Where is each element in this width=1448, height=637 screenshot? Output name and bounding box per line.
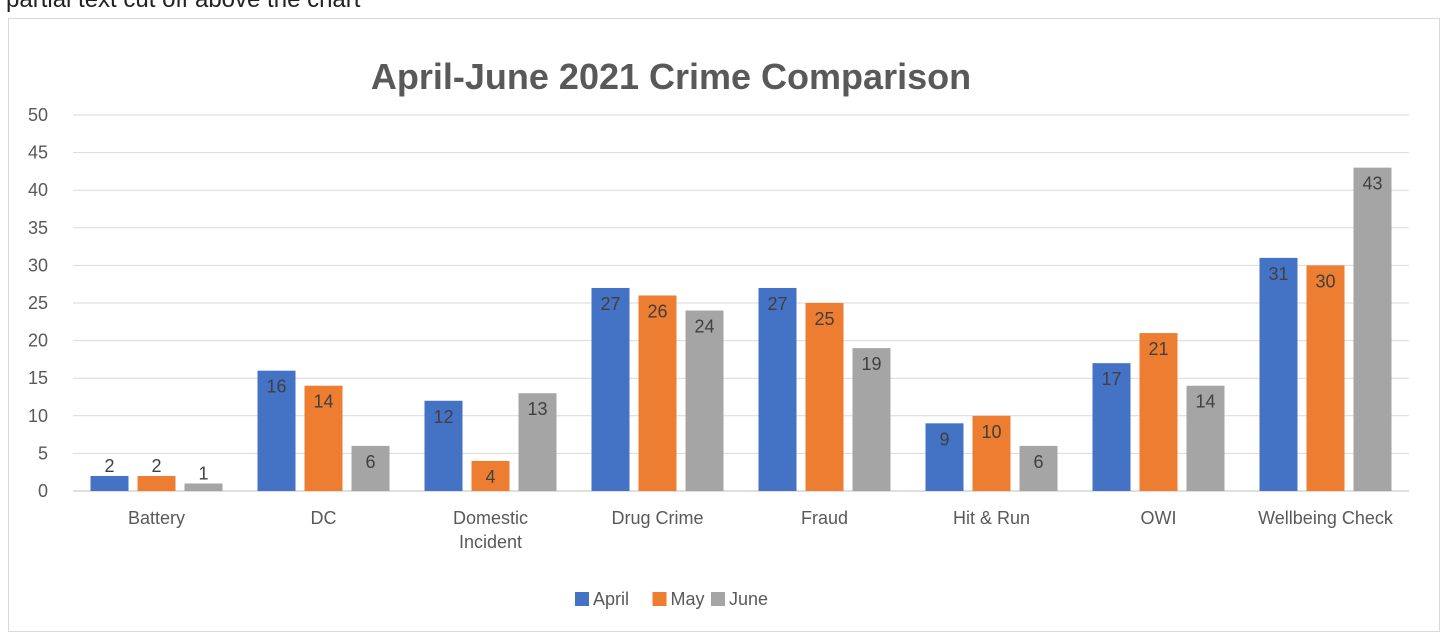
y-tick-label: 25 [28, 293, 48, 313]
y-tick-label: 20 [28, 331, 48, 351]
bar-april [758, 287, 797, 491]
bar-april [591, 287, 630, 491]
y-tick-label: 45 [28, 143, 48, 163]
x-category-label: Domestic [453, 508, 528, 528]
data-label: 12 [433, 407, 453, 427]
data-label: 14 [1195, 392, 1215, 412]
x-category-label: Fraud [801, 508, 848, 528]
x-category-label: OWI [1141, 508, 1177, 528]
bar-april [90, 475, 129, 491]
data-label: 25 [814, 309, 834, 329]
data-label: 13 [527, 399, 547, 419]
bar-april [925, 423, 964, 491]
data-label: 31 [1268, 264, 1288, 284]
legend-label: May [671, 589, 705, 609]
chart-title: April-June 2021 Crime Comparison [371, 56, 971, 97]
data-label: 2 [151, 456, 161, 476]
legend-swatch-may [652, 592, 667, 606]
y-tick-label: 5 [38, 443, 48, 463]
data-label: 4 [485, 467, 495, 487]
data-label: 14 [313, 392, 333, 412]
data-label: 17 [1101, 369, 1121, 389]
y-tick-label: 50 [28, 105, 48, 125]
legend-label: June [729, 589, 768, 609]
data-label: 21 [1148, 339, 1168, 359]
bar-june [1186, 385, 1225, 491]
bar-june [518, 393, 557, 491]
bar-june [1019, 445, 1058, 491]
x-category-label: DC [311, 508, 337, 528]
bar-june [1353, 167, 1392, 491]
bar-june [685, 310, 724, 491]
bar-april [424, 400, 463, 491]
data-label: 1 [198, 463, 208, 483]
x-category-label: Battery [128, 508, 185, 528]
bar-may [638, 295, 677, 491]
data-label: 6 [365, 452, 375, 472]
y-tick-label: 35 [28, 218, 48, 238]
data-label: 26 [647, 301, 667, 321]
data-label: 16 [266, 377, 286, 397]
data-label: 19 [861, 354, 881, 374]
gridlines [73, 114, 1409, 492]
data-label: 30 [1315, 271, 1335, 291]
x-category-label: Drug Crime [611, 508, 703, 528]
bar-may [1139, 333, 1178, 491]
legend-label: April [593, 589, 629, 609]
y-tick-label: 10 [28, 406, 48, 426]
bar-april [1092, 363, 1131, 491]
cropped-text: partial text cut off above the chart [6, 0, 360, 14]
chart-frame: 0 5 10 15 20 25 30 35 40 45 50 2 2 1 16 14 6 12 4 13 27 26 24… [8, 18, 1440, 632]
bar-june [184, 483, 223, 491]
data-label: 43 [1362, 174, 1382, 194]
bar-april [257, 370, 296, 491]
legend: April May June [575, 589, 768, 609]
bar-may [137, 475, 176, 491]
y-tick-label: 0 [38, 481, 48, 501]
y-tick-label: 40 [28, 180, 48, 200]
x-category-label: Hit & Run [953, 508, 1030, 528]
x-axis-categories: Battery DC Domestic Incident Drug Crime Fraud… [128, 508, 1394, 552]
data-label: 9 [939, 429, 949, 449]
cropped-text-line: partial text cut off above the chart [0, 0, 1448, 16]
x-category-label: Incident [459, 532, 522, 552]
bar-may [471, 460, 510, 491]
legend-swatch-june [711, 592, 725, 606]
bar-may [972, 415, 1011, 491]
bar-may [304, 385, 343, 491]
data-label: 27 [767, 294, 787, 314]
bar-may [1306, 265, 1345, 491]
y-axis-ticks: 0 5 10 15 20 25 30 35 40 45 50 [28, 105, 48, 501]
data-label: 24 [694, 317, 714, 337]
bar-june [351, 445, 390, 491]
data-label: 27 [600, 294, 620, 314]
x-category-label: Wellbeing Check [1258, 508, 1394, 528]
bar-may [805, 303, 844, 491]
bars [90, 167, 1392, 491]
data-label: 10 [981, 422, 1001, 442]
data-label: 2 [104, 456, 114, 476]
y-tick-label: 15 [28, 368, 48, 388]
data-label: 6 [1033, 452, 1043, 472]
legend-swatch-april [575, 592, 589, 606]
bar-april [1259, 257, 1298, 491]
bar-june [852, 348, 891, 491]
y-tick-label: 30 [28, 255, 48, 275]
